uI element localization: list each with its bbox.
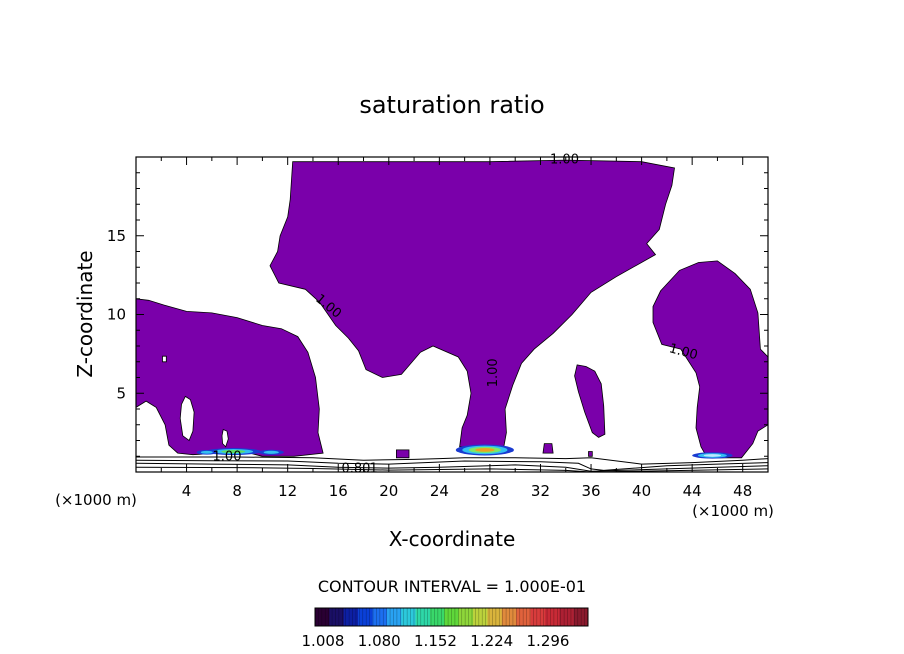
contour-label-3: 1.00 [667, 341, 699, 363]
region-right [652, 260, 768, 459]
contour-label-4: 1.00 [213, 450, 242, 465]
contour-interval-label: CONTOUR INTERVAL = 1.000E-01 [318, 577, 586, 596]
x-axis-label: X-coordinate [389, 527, 516, 551]
colorbar-swatch-5 [386, 608, 402, 626]
x-tick-label-6: 28 [480, 482, 499, 500]
region-small-c [588, 451, 593, 457]
chart-title: saturation ratio [359, 91, 544, 119]
colorbar-swatch-18 [573, 608, 589, 626]
colorbar-swatch-11 [473, 608, 488, 626]
y-tick-label-1: 10 [107, 306, 126, 324]
colorbar-swatch-2 [343, 608, 359, 626]
region-center [269, 159, 675, 448]
region-mid-blob [574, 364, 606, 438]
colorbar-swatch-0 [315, 608, 330, 626]
colorbar-swatch-1 [329, 608, 345, 626]
contour-label-2: 1.00 [486, 358, 501, 387]
colorbar-swatch-4 [372, 608, 388, 626]
x-tick-label-4: 20 [379, 482, 398, 500]
y-axis-ticks: 5 10 15 [107, 172, 768, 457]
colorbar-swatch-16 [544, 608, 560, 626]
colorbar-tick-label-4: 1.296 [527, 632, 570, 650]
x-tick-label-0: 4 [182, 482, 192, 500]
colorbar-swatch-14 [516, 608, 531, 626]
region-left-dot [162, 355, 167, 363]
region-left-hole [179, 395, 195, 442]
region-small-a [395, 449, 410, 459]
x-unit-label-left: (×1000 m) [55, 491, 137, 509]
colorbar-swatch-12 [487, 608, 503, 626]
x-tick-label-1: 8 [232, 482, 242, 500]
colorbar-tick-label-0: 1.008 [302, 632, 345, 650]
region-left-hole-small [221, 428, 229, 448]
hotspot-0-ring-2 [221, 450, 246, 454]
colorbar-swatch-6 [401, 608, 416, 626]
colorbar-swatch-17 [559, 608, 574, 626]
colorbar-swatch-13 [501, 608, 517, 626]
y-tick-label-2: 15 [107, 227, 126, 245]
colorbar-swatch-15 [530, 608, 546, 626]
hotspot-group [196, 444, 733, 459]
x-tick-label-3: 16 [329, 482, 348, 500]
colorbar-tick-label-2: 1.152 [414, 632, 457, 650]
x-tick-label-7: 32 [531, 482, 550, 500]
region-small-b [542, 443, 554, 454]
hotspot-4-ring-2 [703, 454, 722, 457]
colorbar-frame [314, 607, 589, 627]
x-unit-label-right: (×1000 m) [692, 502, 774, 520]
ground-contour-1 [136, 459, 768, 471]
x-axis-ticks: 4 8 12 16 20 24 28 32 36 40 44 48 [160, 157, 752, 500]
ground-contour-0 [136, 456, 768, 465]
colorbar-swatch-10 [458, 608, 474, 626]
colorbar [314, 607, 589, 627]
region-left [136, 298, 324, 457]
x-tick-label-11: 48 [733, 482, 752, 500]
y-tick-label-0: 5 [116, 384, 126, 402]
contour-label-0: 1.00 [550, 153, 579, 168]
x-tick-label-10: 44 [683, 482, 702, 500]
hotspot-3-ring-3 [475, 448, 495, 452]
x-tick-label-9: 40 [632, 482, 651, 500]
y-axis-label: Z-coordinate [73, 250, 97, 377]
contour-label-6: 1 [369, 461, 377, 476]
saturated-regions [136, 159, 768, 459]
colorbar-labels: 1.008 1.080 1.152 1.224 1.296 [302, 632, 570, 650]
colorbar-swatch-3 [358, 608, 373, 626]
contour-label-5: 0.80 [341, 461, 370, 476]
x-tick-label-2: 12 [278, 482, 297, 500]
colorbar-swatch-7 [415, 608, 431, 626]
colorbar-tick-label-1: 1.080 [358, 632, 401, 650]
colorbar-tick-label-3: 1.224 [470, 632, 513, 650]
x-tick-label-5: 24 [430, 482, 449, 500]
ground-contour-3 [136, 466, 768, 472]
contour-label-group: 1.001.001.001.001.000.80 1 [213, 153, 700, 477]
hotspot-2-ring-1 [200, 450, 213, 454]
plot-area [136, 159, 768, 472]
x-tick-label-8: 36 [581, 482, 600, 500]
colorbar-swatch-8 [429, 608, 445, 626]
hotspot-1-ring-1 [263, 450, 279, 454]
colorbar-swatch-9 [444, 608, 459, 626]
